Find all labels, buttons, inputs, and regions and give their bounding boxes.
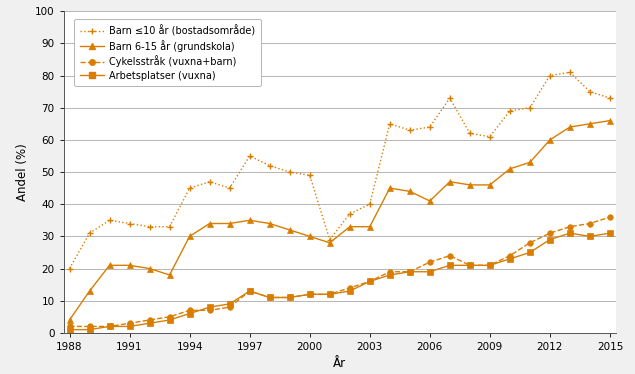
Legend: Barn ≤10 år (bostadsområde), Barn 6-15 år (grundskola), Cykelsstråk (vuxna+barn): Barn ≤10 år (bostadsområde), Barn 6-15 å… xyxy=(74,19,261,86)
Y-axis label: Andel (%): Andel (%) xyxy=(17,143,29,201)
X-axis label: År: År xyxy=(333,358,346,370)
